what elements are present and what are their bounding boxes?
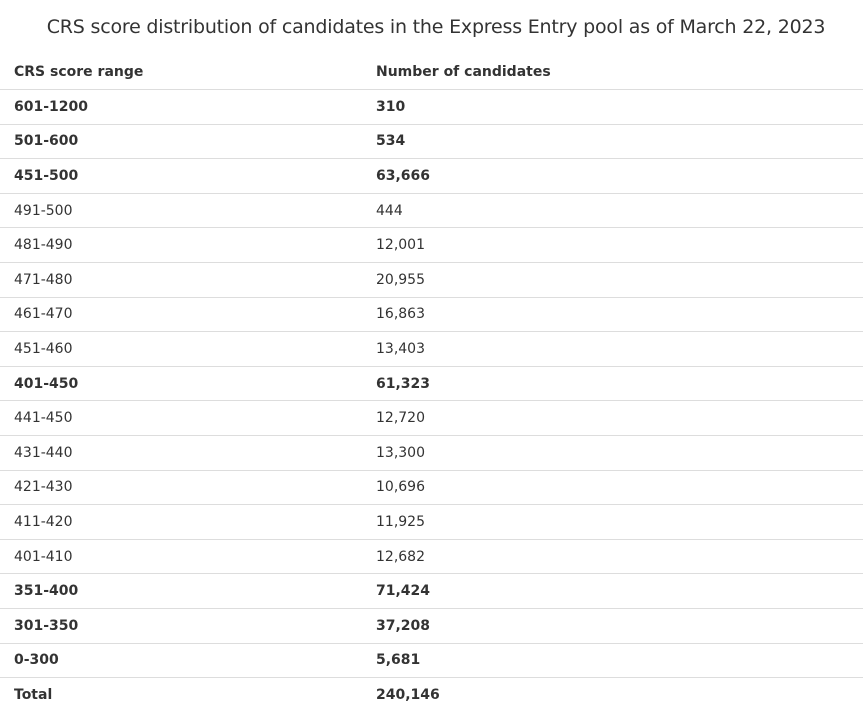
candidate-count-cell: 71,424: [362, 573, 863, 609]
table-title: CRS score distribution of candidates in …: [46, 16, 826, 38]
score-range-cell: 461-470: [0, 297, 362, 333]
score-range-cell: 401-410: [0, 539, 362, 575]
table-body: 601-1200 310 501-600 534 451-500 63,666 491-50…: [0, 89, 863, 712]
score-range-cell: 421-430: [0, 470, 362, 506]
candidate-count-cell: 63,666: [362, 158, 863, 194]
score-range-cell: 301-350: [0, 608, 362, 644]
score-range-cell: 481-490: [0, 227, 362, 263]
candidate-count-cell: 13,403: [362, 331, 863, 367]
score-range-cell: 351-400: [0, 573, 362, 609]
score-range-cell: 501-600: [0, 124, 362, 160]
table-row: 421-430 10,696: [0, 470, 863, 506]
candidate-count-cell: 12,001: [362, 227, 863, 263]
table-row: 401-450 61,323: [0, 366, 863, 402]
table-row: 481-490 12,001: [0, 227, 863, 263]
table-row: 601-1200 310: [0, 89, 863, 125]
table-row: 401-410 12,682: [0, 539, 863, 575]
table-row: 451-500 63,666: [0, 158, 863, 194]
candidate-count-cell: 310: [362, 89, 863, 125]
candidate-count-cell: 240,146: [376, 686, 440, 703]
candidate-count-cell: 444: [362, 193, 863, 229]
table-row: 431-440 13,300: [0, 435, 863, 471]
score-range-cell: 451-500: [0, 158, 362, 194]
table-row: 501-600 534: [0, 124, 863, 160]
crs-distribution-table: CRS score range Number of candidates 601…: [0, 55, 863, 712]
candidate-count-cell: 12,682: [362, 539, 863, 575]
candidate-count-cell: 20,955: [362, 262, 863, 298]
candidate-count-cell: 13,300: [362, 435, 863, 471]
candidate-count-cell: 12,720: [362, 400, 863, 436]
score-range-cell: 451-460: [0, 331, 362, 367]
score-range-cell: 441-450: [0, 400, 362, 436]
table-row: 461-470 16,863: [0, 297, 863, 333]
candidate-count-cell: 5,681: [362, 643, 863, 679]
score-range-cell: 431-440: [0, 435, 362, 471]
table-row: 491-500 444: [0, 193, 863, 229]
table-header-row: CRS score range Number of candidates: [0, 55, 863, 90]
table-row: 471-480 20,955: [0, 262, 863, 298]
score-range-cell: 401-450: [0, 366, 362, 402]
table-total-row: Total 240,146: [0, 678, 863, 712]
score-range-cell: 491-500: [0, 193, 362, 229]
table-row: 301-350 37,208: [0, 608, 863, 644]
candidate-count-cell: 534: [362, 124, 863, 160]
score-range-cell: 0-300: [0, 643, 362, 679]
candidate-count-cell: 37,208: [362, 608, 863, 644]
candidate-count-cell: 16,863: [362, 297, 863, 333]
candidate-count-cell: 10,696: [362, 470, 863, 506]
column-header-score-range: CRS score range: [0, 55, 362, 90]
table-row: 351-400 71,424: [0, 573, 863, 609]
score-range-cell: Total: [14, 686, 53, 703]
score-range-cell: 471-480: [0, 262, 362, 298]
score-range-cell: 411-420: [0, 504, 362, 540]
table-row: 451-460 13,403: [0, 331, 863, 367]
table-row: 0-300 5,681: [0, 643, 863, 679]
column-header-candidates: Number of candidates: [362, 55, 863, 90]
candidate-count-cell: 61,323: [362, 366, 863, 402]
score-range-cell: 601-1200: [0, 89, 362, 125]
candidate-count-cell: 11,925: [362, 504, 863, 540]
table-row: 411-420 11,925: [0, 504, 863, 540]
table-row: 441-450 12,720: [0, 400, 863, 436]
